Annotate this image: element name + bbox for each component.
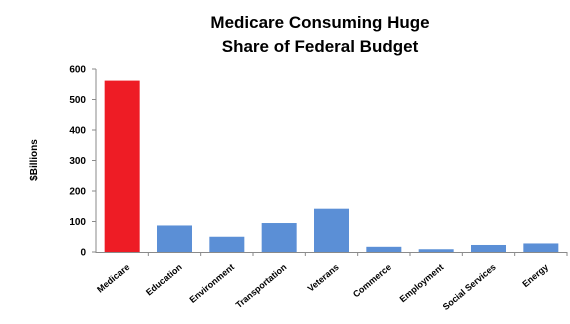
bar-social-services [471,244,506,252]
y-tick-label: 0 [80,248,86,259]
x-tick-label: Energy [520,262,550,289]
x-tick-label: Environment [188,262,237,305]
x-tick-label: Transportation [234,262,289,310]
y-tick-label: 600 [69,65,86,76]
chart-title-line-1: Medicare Consuming Huge [210,13,430,32]
bar-education [157,225,192,252]
x-tick-label: Employment [398,262,446,304]
chart-title-line-2: Share of Federal Budget [221,37,419,56]
bar-veterans [314,208,349,252]
x-tick-label: Veterans [306,262,341,294]
bar-commerce [366,246,402,252]
y-tick-label: 500 [69,95,86,106]
bar-environment [209,236,245,252]
bar-medicare [104,80,140,252]
x-tick-label: Commerce [351,262,393,300]
x-tick-label: Education [144,262,184,298]
y-tick-label: 100 [69,217,86,228]
bar-energy [523,243,559,252]
y-tick-label: 400 [69,126,86,137]
bar-transportation [261,223,297,252]
y-tick-label: 300 [69,156,86,167]
x-tick-label: Medicare [95,262,131,295]
bar-employment [418,249,454,252]
x-tick-label: Social Services [441,262,498,312]
y-tick-label: 200 [69,187,86,198]
